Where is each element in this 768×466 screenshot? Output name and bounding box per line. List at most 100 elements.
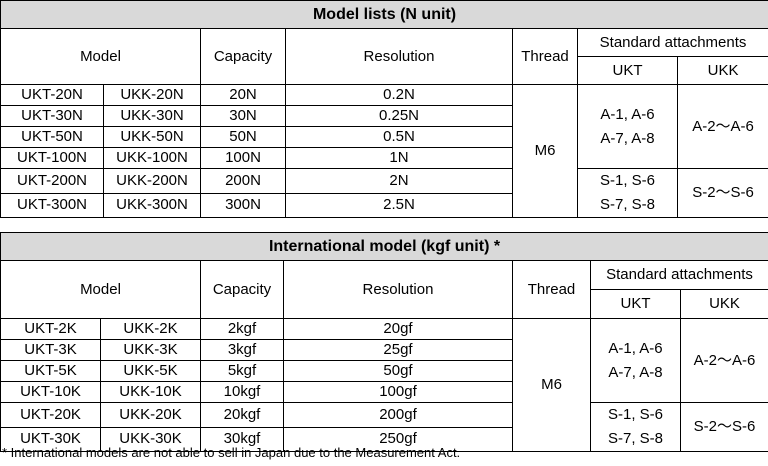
table-cell: UKT-30N <box>0 105 104 127</box>
table-cell: UKK-20N <box>103 84 201 106</box>
table-cell: UKK-10K <box>100 381 201 403</box>
attachment-line: A-1, A-6 <box>608 339 663 357</box>
header-cell: UKT <box>577 56 678 85</box>
attachment-cell: S-1, S-6 S-7, S-8 <box>577 168 678 218</box>
attachment-cell: S-2～S-6 <box>676 168 768 218</box>
header-cell: Standard attachments <box>576 28 768 57</box>
attachment-cell: A-1, A-6 A-7, A-8 <box>577 84 678 169</box>
table-cell: 0.25N <box>285 105 513 127</box>
header-cell: UKT <box>590 289 681 319</box>
table-cell: 30kgf <box>200 426 284 452</box>
attachment-line: S-7, S-8 <box>599 196 656 213</box>
table-cell: 20gf <box>283 318 513 340</box>
table-row: UKT-2K UKK-2K 2kgf 20gf M6 A-1, A-6 A-7, A-8 A-… <box>0 318 768 452</box>
header-cell: UKK <box>679 289 768 319</box>
table-cell: 0.5N <box>285 126 513 148</box>
table-cell: 50N <box>200 126 286 148</box>
table-cell: UKK-3K <box>100 339 201 361</box>
table-cell: UKT-20K <box>0 402 101 428</box>
header-cell: UKK <box>676 56 768 85</box>
table-cell: UKT-200N <box>0 168 104 194</box>
table-row: UKT-20N UKK-20N 20N 0.2N M6 A-1, A-6 A-7, A-8 A… <box>0 84 768 218</box>
table-cell: 100gf <box>283 381 513 403</box>
table-cell: UKT-2K <box>0 318 101 340</box>
table-cell: 50gf <box>283 360 513 382</box>
table-row: UKT-30N UKK-30N 30N 0.25N <box>0 105 768 127</box>
header-cell: Model <box>0 28 201 85</box>
attachment-line: A-7, A-8 <box>600 129 655 147</box>
attachment-cell: S-1, S-6 S-7, S-8 <box>590 402 681 452</box>
table-cell: 30N <box>200 105 286 127</box>
thread-cell: M6 <box>512 84 578 218</box>
table-row: UKT-3K UKK-3K 3kgf 25gf <box>0 339 768 361</box>
table-cell: UKK-2K <box>100 318 201 340</box>
table-row: UKT-300N UKK-300N 300N 2.5N <box>0 192 768 218</box>
spec-table: International model (kgf unit) * Model Cap… <box>0 232 768 452</box>
attachment-line: S-1, S-6 <box>599 172 656 189</box>
table-cell: 2N <box>285 168 513 194</box>
table-cell: 300N <box>200 192 286 218</box>
header-cell: Model <box>0 260 201 319</box>
attachment-line: S-7, S-8 <box>607 430 664 447</box>
table-row: UKT-5K UKK-5K 5kgf 50gf <box>0 360 768 382</box>
table-title: Model lists (N unit) <box>0 0 768 29</box>
table-cell: UKT-30K <box>0 426 101 452</box>
spec-table: Model lists (N unit) Model Capacity Resolut… <box>0 0 768 218</box>
table-cell: UKK-30K <box>100 426 201 452</box>
table-cell: 20kgf <box>200 402 284 428</box>
table-row: UKT-200N UKK-200N 200N 2N S-1, S-6 S-7, S-8 S-… <box>0 168 768 218</box>
table-cell: 20N <box>200 84 286 106</box>
table-row: UKT-30K UKK-30K 30kgf 250gf <box>0 426 768 452</box>
attachment-line: A-7, A-8 <box>608 363 663 381</box>
table-cell: 100N <box>200 147 286 169</box>
table-row: UKT-100N UKK-100N 100N 1N <box>0 147 768 169</box>
table-cell: 5kgf <box>200 360 284 382</box>
attachment-cell: S-2～S-6 <box>679 402 768 452</box>
table-cell: 200N <box>200 168 286 194</box>
table-cell: 1N <box>285 147 513 169</box>
table-row: Model Capacity Resolution Thread Standard at… <box>0 260 768 319</box>
table-cell: UKK-300N <box>103 192 201 218</box>
table-cell: UKK-20K <box>100 402 201 428</box>
table-cell: 10kgf <box>200 381 284 403</box>
table-cell: UKK-30N <box>103 105 201 127</box>
table-cell: UKT-5K <box>0 360 101 382</box>
header-cell: Standard attachments <box>589 260 768 290</box>
header-cell: Capacity <box>200 260 284 319</box>
table-row: Model Capacity Resolution Thread Standard at… <box>0 28 768 85</box>
table-cell: 2kgf <box>200 318 284 340</box>
header-cell: Resolution <box>283 260 513 319</box>
table-cell: UKT-300N <box>0 192 104 218</box>
table-cell: UKT-50N <box>0 126 104 148</box>
table-cell: UKK-5K <box>100 360 201 382</box>
table-cell: UKK-50N <box>103 126 201 148</box>
table-cell: UKT-10K <box>0 381 101 403</box>
table-cell: 0.2N <box>285 84 513 106</box>
table-cell: UKT-3K <box>0 339 101 361</box>
attachment-cell: A-1, A-6 A-7, A-8 <box>590 318 681 403</box>
header-cell: Thread <box>512 28 578 85</box>
table-cell: 25gf <box>283 339 513 361</box>
table-row: UKT UKK <box>1 56 768 85</box>
table-title: International model (kgf unit) * <box>0 232 768 261</box>
attachment-line: S-1, S-6 <box>607 406 664 423</box>
table-row: UKT-10K UKK-10K 10kgf 100gf <box>0 381 768 403</box>
attachment-cell: A-2～A-6 <box>679 318 768 403</box>
table-cell: 2.5N <box>285 192 513 218</box>
table-row: UKT-20K UKK-20K 20kgf 200gf S-1, S-6 S-7, S-8… <box>0 402 768 452</box>
header-cell: Resolution <box>285 28 513 85</box>
attachment-line: A-1, A-6 <box>600 105 655 123</box>
table-cell: 3kgf <box>200 339 284 361</box>
table-row: Model lists (N unit) <box>0 0 768 29</box>
table-cell: 200gf <box>283 402 513 428</box>
table-row: UKT UKK <box>1 289 768 319</box>
table-cell: UKT-20N <box>0 84 104 106</box>
thread-cell: M6 <box>512 318 591 452</box>
header-cell: Thread <box>512 260 591 319</box>
table-row: International model (kgf unit) * <box>0 232 768 261</box>
table-cell: UKK-200N <box>103 168 201 194</box>
table-cell: 250gf <box>283 426 513 452</box>
table-cell: UKT-100N <box>0 147 104 169</box>
header-cell: Capacity <box>200 28 286 85</box>
